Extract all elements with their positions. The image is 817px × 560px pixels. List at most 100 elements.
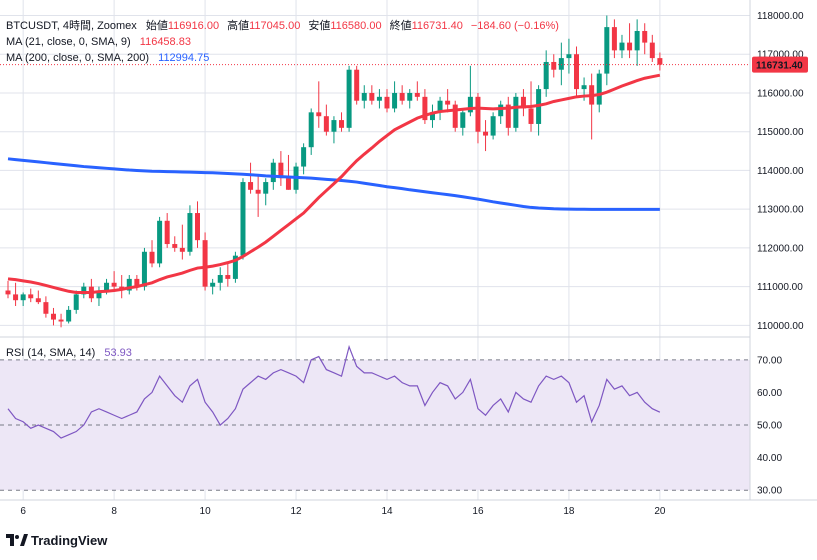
candle-body <box>475 96 481 132</box>
candle-body <box>498 104 504 117</box>
last-price-tag: 116731.40 <box>752 56 808 73</box>
time-tick-label: 14 <box>381 506 393 517</box>
candle-body <box>331 120 337 132</box>
candle-body <box>452 104 458 128</box>
candle-body <box>104 282 110 291</box>
tradingview-logo[interactable]: TradingView <box>6 533 108 548</box>
open-label: 始値 <box>146 18 168 32</box>
price-tick-label: 115000.00 <box>757 127 804 138</box>
candle-body <box>195 213 200 241</box>
candle-body <box>657 58 663 65</box>
candle-body <box>28 294 34 299</box>
candle-body <box>467 96 473 113</box>
time-tick-label: 12 <box>290 506 302 517</box>
candle-body <box>81 286 87 295</box>
rsi-tick-label: 50.00 <box>757 421 782 432</box>
candle-body <box>66 309 72 322</box>
candle-body <box>248 182 254 190</box>
ma21-legend[interactable]: MA (21, close, 0, SMA, 9) 116458.83 <box>6 36 191 48</box>
ma200-line <box>7 157 660 211</box>
candle-body <box>346 69 352 128</box>
time-tick-label: 18 <box>563 506 575 517</box>
ma200-value: 112994.75 <box>158 52 209 64</box>
candle-body <box>164 220 170 245</box>
candle-body <box>5 290 11 295</box>
price-tick-label: 112000.00 <box>757 243 804 254</box>
candle-body <box>43 302 49 314</box>
rsi-tick-label: 40.00 <box>757 453 782 464</box>
time-axis[interactable]: 6 8 10 12 14 16 18 20 <box>20 506 666 517</box>
candle-body <box>308 112 314 148</box>
candle-body <box>354 69 360 101</box>
candle-body <box>13 294 19 301</box>
candle-body <box>179 247 185 252</box>
candle-body <box>642 30 648 43</box>
candle-body <box>73 294 79 310</box>
candle-body <box>392 92 398 109</box>
candle-body <box>149 251 155 264</box>
candle-body <box>134 278 140 287</box>
ma21-label: MA (21, close, 0, SMA, 9) <box>6 36 131 48</box>
candle-body <box>263 182 269 194</box>
candle-body <box>445 100 451 105</box>
candle-body <box>566 54 572 59</box>
candle-body <box>376 96 382 101</box>
candle-body <box>634 30 640 51</box>
rsi-tick-label: 70.00 <box>757 355 782 366</box>
close-value: 116731.40 <box>412 20 463 32</box>
candle-body <box>483 131 489 136</box>
low-label: 安値 <box>308 18 330 32</box>
price-tick-label: 114000.00 <box>757 166 804 177</box>
open-value: 116916.00 <box>168 20 219 32</box>
time-tick-label: 10 <box>200 506 212 517</box>
candle-body <box>20 294 26 301</box>
rsi-value: 53.93 <box>104 347 132 359</box>
candle-body <box>627 42 633 51</box>
ma200-label: MA (200, close, 0, SMA, 200) <box>6 52 149 64</box>
high-label: 高値 <box>227 18 249 32</box>
candle-body <box>551 61 557 70</box>
candle-body <box>399 92 405 101</box>
candle-body <box>58 319 64 322</box>
candle-body <box>111 282 117 287</box>
candle-body <box>407 92 413 101</box>
candle-body <box>96 290 102 299</box>
time-tick-label: 6 <box>20 506 26 517</box>
rsi-line <box>7 344 661 439</box>
candle-body <box>520 96 526 109</box>
candle-body <box>217 275 223 283</box>
candle-body <box>232 255 238 279</box>
candle-body <box>414 92 420 97</box>
candle-body <box>429 112 435 121</box>
time-tick-label: 8 <box>111 506 117 517</box>
candle-body <box>210 282 216 287</box>
price-tick-label: 117000.00 <box>757 50 804 61</box>
tradingview-logo-icon <box>6 534 28 546</box>
grid <box>0 0 750 500</box>
candle-body <box>270 162 276 183</box>
ma200-legend[interactable]: MA (200, close, 0, SMA, 200) 112994.75 <box>6 52 209 64</box>
candle-body <box>172 244 178 248</box>
candle-body <box>437 100 443 113</box>
candle-body <box>649 42 655 59</box>
price-axis[interactable]: 110000.00 111000.00 112000.00 113000.00 1140… <box>757 11 804 332</box>
last-price-tag-text: 116731.40 <box>756 61 803 72</box>
candle-body <box>240 182 246 256</box>
time-tick-label: 20 <box>654 506 666 517</box>
time-tick-label: 16 <box>472 506 484 517</box>
candle-body <box>528 108 534 124</box>
change-value: −184.60 (−0.16%) <box>471 20 559 32</box>
high-value: 117045.00 <box>249 20 300 32</box>
candle-body <box>35 298 41 303</box>
candle-body <box>141 251 147 287</box>
price-tick-label: 111000.00 <box>757 282 803 293</box>
price-tick-label: 113000.00 <box>757 205 804 216</box>
rsi-tick-label: 30.00 <box>757 486 782 497</box>
rsi-legend[interactable]: RSI (14, SMA, 14) 53.93 <box>6 347 132 359</box>
close-label: 終値 <box>390 18 412 32</box>
candle-body <box>285 178 291 190</box>
candle-body <box>316 112 322 117</box>
candle-body <box>255 189 261 194</box>
candle-body <box>361 92 367 101</box>
